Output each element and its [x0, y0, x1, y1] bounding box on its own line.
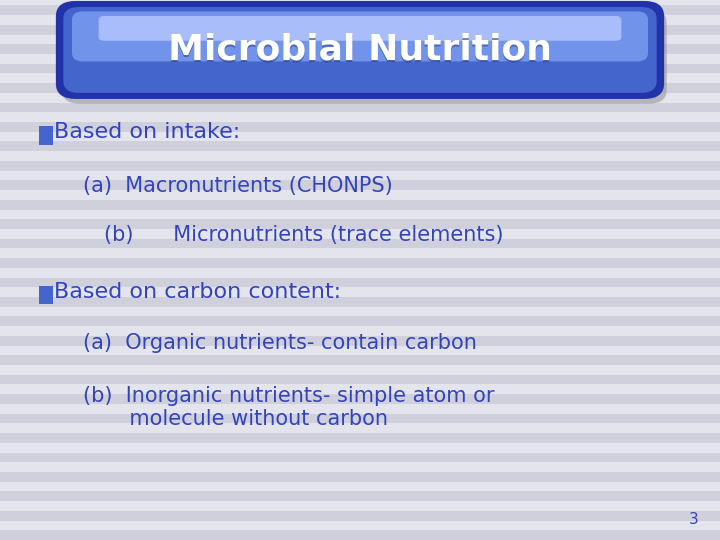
Bar	[0, 122, 720, 132]
FancyBboxPatch shape	[39, 286, 53, 304]
Bar	[0, 258, 720, 268]
FancyBboxPatch shape	[58, 3, 662, 97]
Bar	[0, 161, 720, 171]
Bar	[0, 433, 720, 443]
Bar	[0, 414, 720, 423]
Text: (b)  Inorganic nutrients- simple atom or
       molecule without carbon: (b) Inorganic nutrients- simple atom or …	[83, 386, 495, 429]
Bar	[0, 336, 720, 346]
Text: (a)  Organic nutrients- contain carbon: (a) Organic nutrients- contain carbon	[83, 333, 477, 353]
Bar	[0, 239, 720, 248]
FancyBboxPatch shape	[99, 16, 621, 40]
Bar	[0, 200, 720, 210]
Bar	[0, 103, 720, 112]
Bar	[0, 375, 720, 384]
FancyBboxPatch shape	[72, 11, 648, 62]
Bar	[0, 64, 720, 73]
Bar	[0, 44, 720, 54]
Bar	[0, 180, 720, 190]
Text: (a)  Macronutrients (CHONPS): (a) Macronutrients (CHONPS)	[83, 176, 392, 197]
Bar	[0, 297, 720, 307]
FancyBboxPatch shape	[62, 9, 667, 104]
Bar	[0, 491, 720, 501]
Bar	[0, 141, 720, 151]
Text: 3: 3	[688, 511, 698, 526]
Bar	[0, 5, 720, 15]
Text: Based on intake:: Based on intake:	[54, 122, 240, 143]
Text: Based on carbon content:: Based on carbon content:	[54, 281, 341, 302]
Bar	[0, 25, 720, 35]
Bar	[0, 511, 720, 521]
FancyBboxPatch shape	[39, 126, 53, 145]
Bar	[0, 394, 720, 404]
Text: Microbial Nutrition: Microbial Nutrition	[168, 35, 552, 68]
Text: Microbial Nutrition: Microbial Nutrition	[168, 33, 552, 67]
Bar	[0, 316, 720, 326]
Bar	[0, 83, 720, 93]
Bar	[0, 219, 720, 229]
FancyBboxPatch shape	[63, 7, 657, 93]
Bar	[0, 472, 720, 482]
Bar	[0, 355, 720, 365]
Bar	[0, 530, 720, 540]
Bar	[0, 278, 720, 287]
Bar	[0, 453, 720, 462]
Text: (b)      Micronutrients (trace elements): (b) Micronutrients (trace elements)	[104, 225, 504, 245]
